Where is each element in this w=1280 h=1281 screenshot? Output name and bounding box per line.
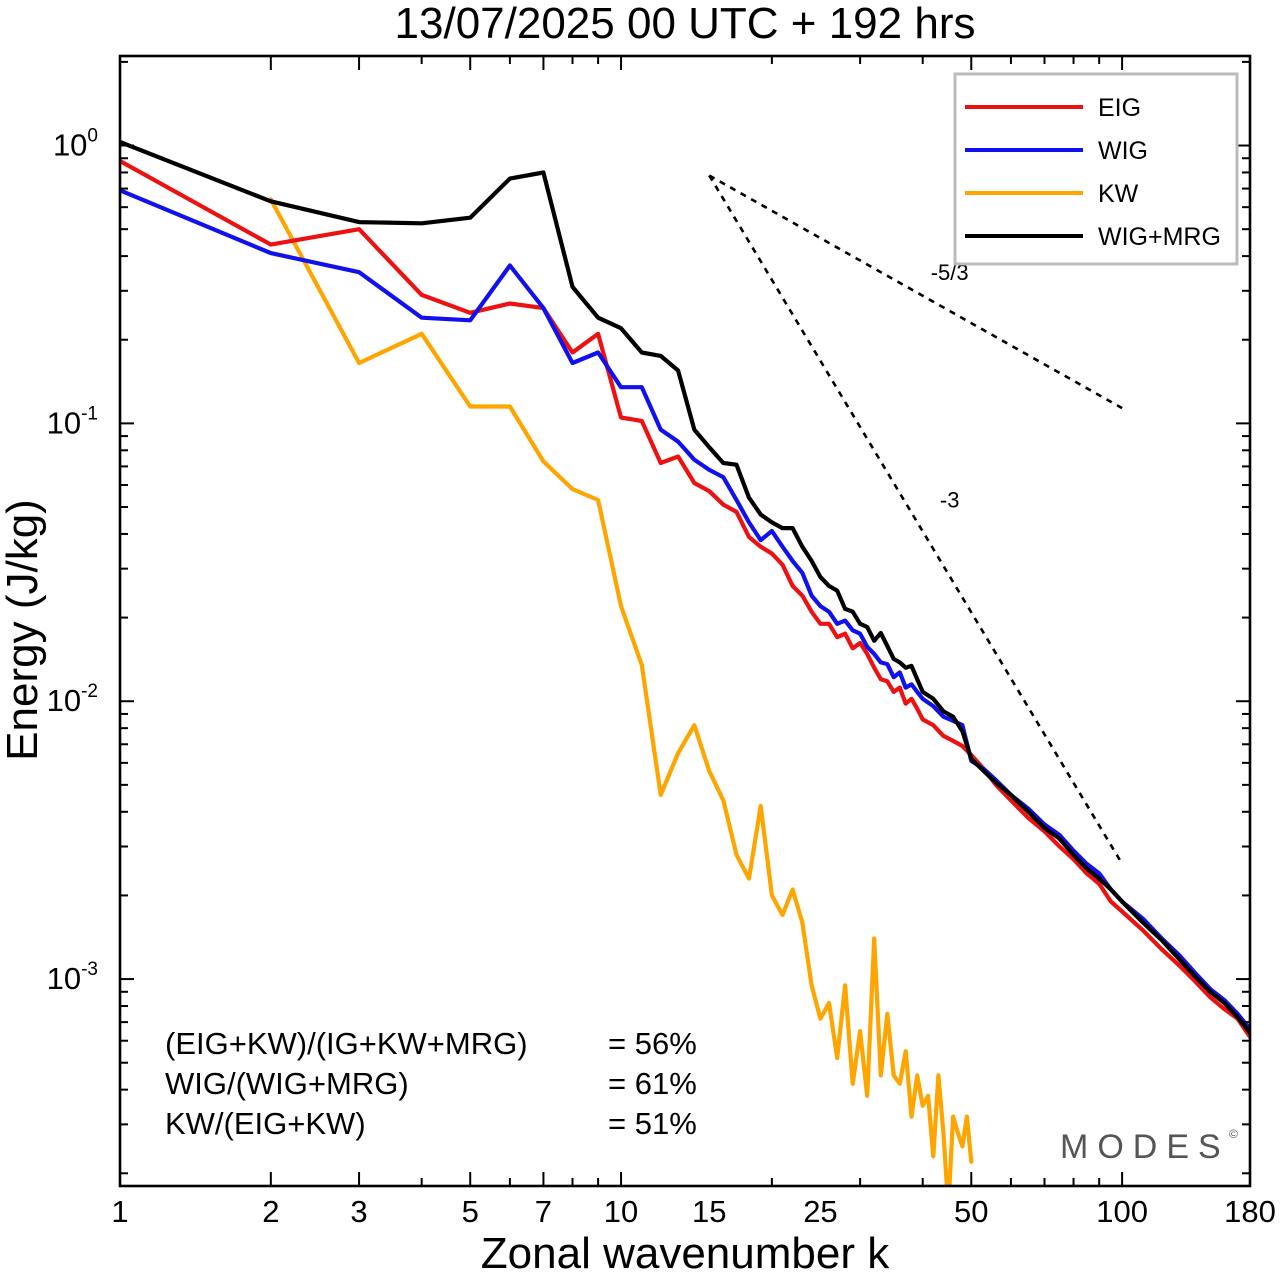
x-tick-label: 7 (535, 1194, 552, 1229)
x-axis-label: Zonal wavenumber k (481, 1229, 890, 1278)
legend-label-wig-mrg: WIG+MRG (1098, 223, 1221, 251)
plot-lines (120, 139, 1250, 1186)
x-tick-label: 3 (350, 1194, 367, 1229)
y-tick-label: 10-3 (47, 959, 98, 996)
series-line-kw (268, 197, 974, 1186)
copyright-icon: © (1229, 1127, 1238, 1141)
modes-watermark: MODES © (1060, 1127, 1238, 1166)
plot-frame (118, 54, 1252, 1188)
x-tick-label: 1 (111, 1194, 128, 1229)
series-line-wig (120, 188, 1250, 1032)
legend: EIG WIG KW WIG+MRG (953, 72, 1239, 266)
legend-label-kw: KW (1098, 180, 1139, 208)
ratio-label-kw: KW/(EIG+KW) (165, 1106, 366, 1141)
x-tick-label: 50 (954, 1194, 988, 1229)
x-axis: 1 2 3 5 7 10 15 25 50 100 180 (111, 56, 1276, 1229)
y-tick-label: 10-2 (47, 681, 98, 718)
slope-line-3 (708, 174, 1124, 865)
ratio-value-wig: = 61% (608, 1066, 697, 1101)
series-line-wig-mrg (120, 139, 1250, 1036)
x-tick-label: 100 (1096, 1194, 1148, 1229)
legend-label-eig: EIG (1098, 94, 1141, 122)
y-axis-label: Energy (J/kg) (0, 499, 47, 761)
x-tick-label: 2 (262, 1194, 279, 1229)
ratio-label-eig-kw: (EIG+KW)/(IG+KW+MRG) (165, 1026, 528, 1061)
ratio-value-eig-kw: = 56% (608, 1026, 697, 1061)
x-tick-label: 180 (1224, 1194, 1276, 1229)
y-tick-label: 100 (53, 126, 98, 163)
y-axis: 100 10-1 10-2 10-3 (47, 60, 1250, 1175)
chart-title: 13/07/2025 00 UTC + 192 hrs (395, 0, 976, 48)
x-tick-label: 25 (803, 1194, 837, 1229)
ratio-stats: (EIG+KW)/(IG+KW+MRG) = 56% WIG/(WIG+MRG)… (165, 1026, 697, 1141)
ratio-label-wig: WIG/(WIG+MRG) (165, 1066, 409, 1101)
x-tick-label: 10 (604, 1194, 638, 1229)
x-tick-label: 15 (692, 1194, 726, 1229)
slope-label-3: -3 (940, 488, 960, 513)
watermark-text: MODES (1060, 1128, 1230, 1166)
legend-label-wig: WIG (1098, 137, 1148, 165)
ratio-value-kw: = 51% (608, 1106, 697, 1141)
x-tick-label: 5 (462, 1194, 479, 1229)
y-tick-label: 10-1 (47, 403, 98, 440)
plot-area: -5/3-3 (118, 54, 1252, 1188)
series-line-eig (120, 158, 1250, 1039)
